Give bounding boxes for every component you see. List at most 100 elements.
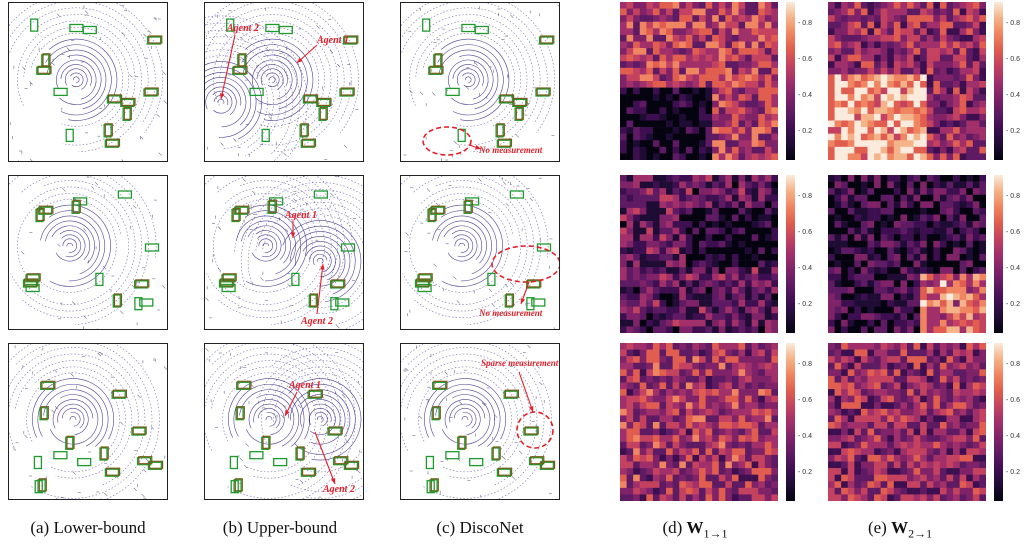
gt-box — [514, 107, 523, 121]
lidar-ring — [415, 27, 521, 127]
annotation-label: Agent 1 — [288, 380, 321, 391]
pred-box — [40, 406, 49, 420]
lidar-ring — [205, 82, 242, 106]
lidar-ring — [438, 49, 499, 110]
gt-box — [106, 95, 122, 104]
pred-box — [416, 278, 431, 287]
lidar-ring — [437, 44, 504, 116]
gt-box — [318, 107, 327, 121]
lidar-ring — [462, 72, 476, 87]
lidar-ring — [402, 180, 528, 312]
gt-box — [539, 461, 555, 470]
colorbar-tick: - 0.8 — [798, 20, 813, 27]
pred-box — [236, 406, 245, 420]
lidar-ring — [447, 230, 478, 262]
lidar-ring — [268, 76, 276, 84]
lidar-ring — [260, 68, 284, 90]
lidar-ring — [31, 33, 123, 127]
lidar-ring — [222, 372, 316, 452]
lidar-ring — [43, 389, 104, 447]
pred-box — [123, 106, 132, 120]
lidar-scan: Agent 1 Agent 2 — [205, 176, 363, 329]
lidar-ring — [219, 27, 325, 127]
gt-box — [39, 407, 48, 421]
lidar-ring — [211, 360, 329, 479]
pred-box — [222, 273, 237, 282]
annotation-arrow — [518, 371, 534, 413]
pred-box — [340, 87, 355, 96]
gt-box — [329, 280, 345, 289]
gt-box — [236, 381, 251, 390]
lidar-ring — [55, 230, 86, 262]
pred-box — [132, 426, 147, 435]
lidar-ring — [309, 249, 332, 273]
pred-box — [308, 389, 324, 398]
lidar-ring — [314, 412, 328, 427]
colorbar-tick: - 0.8 — [798, 193, 813, 200]
attention-heatmap-r2-d — [620, 175, 779, 338]
lidar-ring — [205, 77, 247, 128]
lidar-ring — [245, 204, 307, 287]
caption-b: (b) Upper-bound — [222, 518, 338, 537]
lidar-ring — [9, 3, 163, 134]
gt-box — [302, 95, 318, 104]
lidar-ring — [9, 347, 146, 486]
pred-box — [504, 389, 520, 398]
colorbar-tick: - 0.6 — [798, 397, 813, 404]
gt-box — [417, 274, 432, 283]
gt-box — [445, 451, 460, 460]
annotation-label: Agent 1 — [284, 210, 317, 221]
gt-box — [432, 381, 447, 390]
lidar-ring — [316, 416, 324, 422]
lidar-ring — [60, 64, 92, 86]
gt-box — [469, 457, 484, 467]
gt-box — [414, 279, 430, 288]
lidar-ring — [308, 408, 332, 426]
pred-box — [319, 106, 328, 120]
gt-box — [104, 139, 119, 148]
lidar-ring — [440, 38, 510, 121]
lidar-ring — [419, 186, 521, 305]
colorbar-tick: - 0.2 — [1006, 128, 1021, 135]
lidar-ring — [205, 36, 287, 128]
gt-box — [235, 407, 244, 421]
lidar-ring — [233, 14, 338, 146]
lidar-ring — [300, 394, 346, 445]
lidar-ring — [234, 176, 363, 252]
lidar-ring — [290, 389, 351, 438]
pred-box — [344, 35, 359, 44]
lidar-ring — [212, 90, 233, 114]
annotation-arrow — [314, 431, 336, 485]
lidar-ring — [69, 416, 77, 421]
gt-box — [69, 23, 84, 33]
lidar-ring — [246, 394, 295, 445]
attention-heatmap-r1-e — [828, 2, 987, 165]
gt-box — [523, 427, 538, 436]
gt-box — [131, 427, 146, 436]
gt-box — [53, 87, 68, 97]
lidar-ring — [300, 399, 341, 428]
lidar-ring — [409, 20, 528, 130]
lidar-ring — [265, 416, 273, 421]
pred-box — [233, 65, 248, 74]
lidar-ring — [49, 204, 111, 287]
gt-box — [291, 272, 300, 287]
gt-box — [146, 36, 162, 45]
pred-box — [300, 123, 309, 137]
gt-box — [300, 139, 315, 148]
annotation-label: No measurement — [478, 145, 543, 155]
gt-box — [430, 206, 445, 215]
gt-box — [226, 18, 235, 32]
gt-box — [426, 480, 435, 494]
lidar-ring — [295, 236, 346, 287]
caption-c: (c) DiscoNet — [436, 518, 524, 537]
gt-box — [273, 457, 288, 467]
colorbar-tick: - 0.4 — [1006, 265, 1021, 272]
lidar-ring — [461, 416, 469, 421]
lidar-ring — [228, 378, 311, 440]
gt-box — [65, 436, 74, 450]
colorbar-tick: - 0.2 — [798, 469, 813, 476]
lidar-panel-r1-c: No measurement — [400, 2, 560, 162]
gt-box — [343, 461, 359, 470]
gt-box — [491, 447, 500, 461]
